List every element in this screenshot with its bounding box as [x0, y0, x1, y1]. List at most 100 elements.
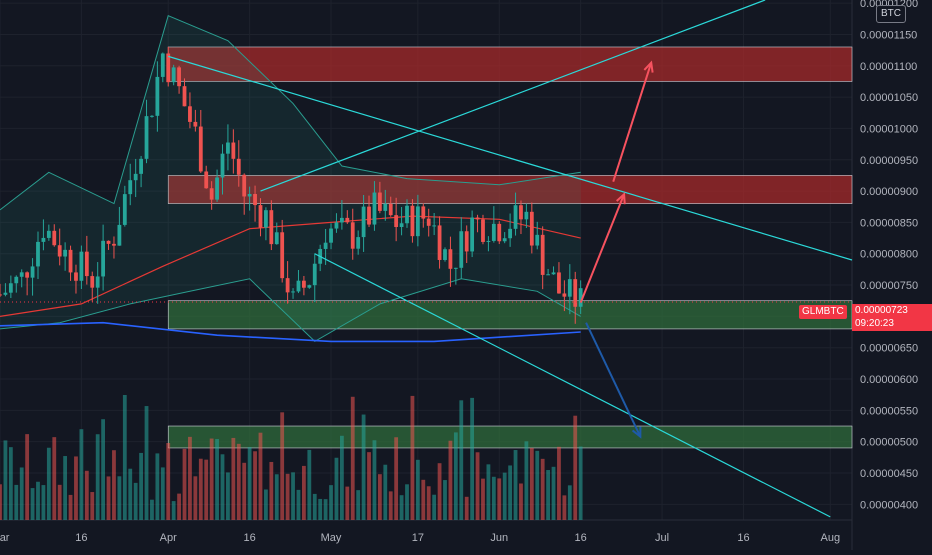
last-price-value: 0.00000723	[855, 305, 908, 316]
last-price-tag: 0.00000723 09:20:23	[852, 304, 932, 331]
volume-bar	[63, 456, 68, 520]
volume-bar	[3, 440, 8, 520]
volume-bar	[334, 457, 339, 520]
y-tick-label: 0.00000800	[860, 249, 918, 261]
x-axis[interactable]: Mar 16 Apr 16 May 17 Jun 16 Jul 16 Aug	[0, 532, 840, 544]
volume-bar	[68, 494, 73, 520]
volume-bar	[204, 459, 209, 520]
candle-body	[312, 263, 317, 286]
candle-body	[377, 192, 382, 211]
volume-bar	[421, 479, 426, 520]
candle-body	[567, 279, 572, 297]
candle-body	[220, 153, 225, 178]
candle-body	[8, 283, 13, 293]
volume-bar	[215, 439, 219, 520]
candle-body	[182, 86, 187, 107]
candle-body	[399, 223, 404, 228]
bollinger-upper-line	[0, 15, 581, 211]
volume-bar	[491, 476, 496, 520]
y-tick-label: 0.00001150	[860, 29, 917, 41]
candle-body	[139, 158, 143, 174]
volume-bar	[247, 447, 252, 520]
volume-bar	[236, 443, 241, 520]
candle-body	[296, 280, 301, 292]
candle-body	[122, 194, 127, 225]
volume-bar	[301, 465, 306, 520]
volume-bar	[52, 437, 57, 520]
candle-body	[269, 210, 274, 245]
candle-body	[502, 238, 507, 242]
candle-body	[226, 142, 230, 154]
candle-body	[74, 272, 78, 281]
volume-bar	[253, 451, 257, 520]
candle-body	[519, 205, 523, 220]
candle-body	[334, 222, 339, 229]
volume-bar	[220, 454, 225, 520]
volume-bar	[101, 419, 106, 520]
volume-bar	[30, 488, 35, 520]
volume-bar	[529, 447, 534, 520]
candle-body	[3, 292, 8, 295]
volume-bar	[562, 495, 567, 520]
candle-body	[63, 249, 68, 257]
candle-body	[112, 243, 116, 246]
trendline	[168, 55, 853, 261]
volume-bar	[367, 452, 371, 520]
candle-body	[361, 206, 366, 238]
candle-body	[231, 142, 236, 159]
candle-body	[128, 180, 133, 195]
candle-body	[41, 237, 46, 242]
candle-body	[247, 193, 252, 197]
candle-body	[323, 242, 328, 249]
candle-body	[329, 228, 333, 243]
candle-body	[307, 285, 312, 288]
candle-body	[529, 211, 534, 246]
projection-up-line	[612, 62, 653, 182]
candle-body	[513, 205, 518, 229]
volume-bar	[122, 395, 127, 520]
volume-bar	[79, 429, 84, 520]
y-axis[interactable]: 0.00000400 0.00000450 0.00000500 0.00000550…	[860, 0, 918, 511]
volume-bar	[383, 464, 388, 520]
trendlines-layer[interactable]	[0, 0, 853, 518]
volume-bar	[312, 493, 317, 520]
candle-body	[166, 53, 171, 83]
volume-bar	[74, 456, 78, 520]
volume-bar	[84, 470, 89, 520]
volume-bar	[291, 472, 295, 520]
volume-bar	[361, 414, 366, 520]
candle-body	[79, 251, 84, 281]
candle-body	[215, 177, 219, 200]
candle-body	[242, 174, 247, 197]
candle-body	[481, 219, 485, 242]
volume-bars	[0, 395, 583, 520]
x-tick-label: 16	[737, 532, 749, 544]
indicator-layer	[0, 15, 581, 343]
candle-body	[432, 225, 437, 227]
candle-body	[394, 215, 399, 228]
volume-bar	[193, 476, 198, 520]
volume-bar	[459, 400, 464, 520]
candle-body	[301, 280, 306, 288]
projection-down-line	[585, 322, 642, 438]
volume-bar	[410, 395, 415, 520]
volume-bar	[274, 474, 279, 520]
volume-bar	[139, 452, 143, 520]
volume-bar	[470, 397, 475, 520]
candle-body	[339, 217, 344, 223]
candle-body	[84, 251, 89, 277]
candle-body	[562, 293, 567, 297]
projection-arrows[interactable]	[579, 60, 654, 439]
volume-bar	[394, 437, 399, 520]
bar-countdown: 09:20:23	[855, 318, 894, 329]
candle-body	[470, 217, 475, 252]
currency-badge[interactable]: BTC	[876, 5, 906, 23]
volume-bar	[307, 449, 312, 520]
candle-body	[160, 53, 165, 77]
volume-bar	[95, 434, 100, 520]
candle-body	[258, 205, 263, 228]
candle-body	[443, 249, 447, 260]
volume-bar	[209, 438, 214, 520]
